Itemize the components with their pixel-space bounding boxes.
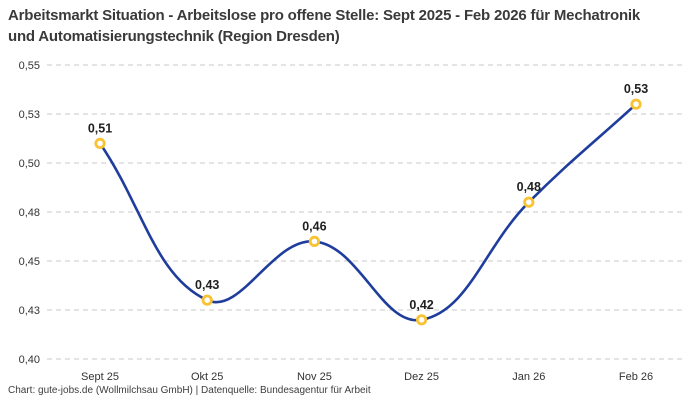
x-tick-label: Nov 25 [297,371,332,383]
chart-source-caption: Chart: gute-jobs.de (Wollmilchsau GmbH) … [8,385,371,396]
data-point-label: 0,43 [195,278,219,292]
data-point-marker [308,235,320,247]
y-tick-label: 0,43 [19,305,40,317]
chart-title: Arbeitsmarkt Situation - Arbeitslose pro… [8,7,641,45]
y-tick-label: 0,48 [19,207,40,219]
data-point-label: 0,51 [88,121,112,135]
y-tick-label: 0,50 [19,158,40,170]
x-tick-label: Okt 25 [191,371,223,383]
x-tick-label: Feb 26 [619,371,653,383]
y-tick-label: 0,40 [19,354,40,366]
x-tick-label: Sept 25 [81,371,119,383]
data-point-marker [630,98,642,110]
data-point-marker [94,137,106,149]
data-point-label: 0,42 [409,298,433,312]
data-point-marker [415,314,428,326]
data-point-marker [201,294,213,306]
data-point-marker [523,196,535,208]
y-tick-label: 0,45 [19,256,40,268]
y-tick-label: 0,53 [19,109,40,121]
series-line [98,102,638,322]
data-point-label: 0,48 [517,180,541,194]
x-tick-label: Jan 26 [512,371,545,383]
data-point-label: 0,46 [302,219,326,233]
x-tick-label: Dez 25 [404,371,439,383]
data-point-label: 0,53 [624,82,648,96]
y-tick-label: 0,55 [19,60,40,72]
